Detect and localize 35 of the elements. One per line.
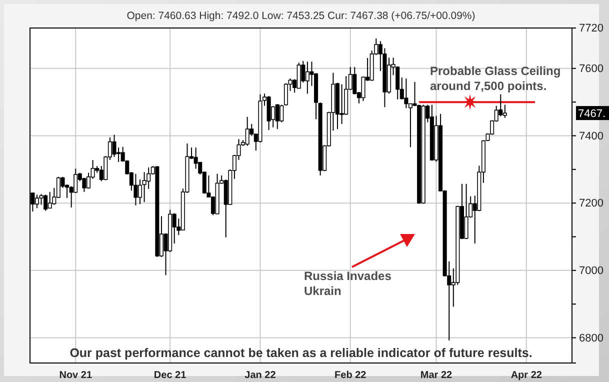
candlestick — [86, 172, 91, 190]
y-tick-label: 7400 — [579, 130, 604, 142]
y-tick-label: 7600 — [579, 62, 604, 75]
chart-subtitle: Open: 7460.63 High: 7492.0 Low: 7453.25 Cur: 7467.38 (+06.75/+00.09%) — [126, 10, 476, 22]
candlestick — [39, 193, 44, 206]
candlestick — [404, 78, 408, 109]
x-tick-label: Apr 22 — [510, 370, 542, 381]
candlestick — [142, 172, 146, 203]
candlestick — [44, 194, 48, 212]
annotation: Probable Glass Ceiling around 7,500 points. — [430, 64, 561, 93]
candlestick — [275, 104, 280, 130]
annotation: Russia Invades Ukrain — [304, 269, 392, 298]
candlestick — [82, 177, 86, 192]
x-tick-label: Dec 21 — [154, 370, 187, 381]
text: 7467. — [578, 108, 606, 120]
candlestick — [48, 191, 52, 209]
candlestick — [266, 96, 271, 131]
candlestick — [245, 116, 250, 146]
candlestick — [296, 62, 301, 90]
candlestick — [280, 104, 284, 123]
y-tick-label: 7720 — [579, 22, 604, 35]
candlestick — [502, 104, 507, 118]
candlestick — [305, 61, 310, 94]
y-tick-label: 7000 — [579, 264, 604, 277]
y-tick-label: 6800 — [579, 332, 604, 344]
candlestick — [134, 173, 138, 206]
y-tick-label: 7200 — [579, 198, 604, 210]
x-tick-label: Feb 22 — [334, 370, 367, 381]
x-tick-label: Jan 22 — [244, 370, 276, 381]
candlestick — [464, 183, 468, 240]
candlestick — [194, 147, 198, 170]
x-tick-label: Nov 21 — [59, 370, 92, 381]
x-tick-label: Mar 22 — [420, 370, 453, 381]
candlestick — [352, 66, 357, 95]
annotation: Our past performance cannot be taken as a reliable indicator of future results. — [70, 346, 532, 360]
